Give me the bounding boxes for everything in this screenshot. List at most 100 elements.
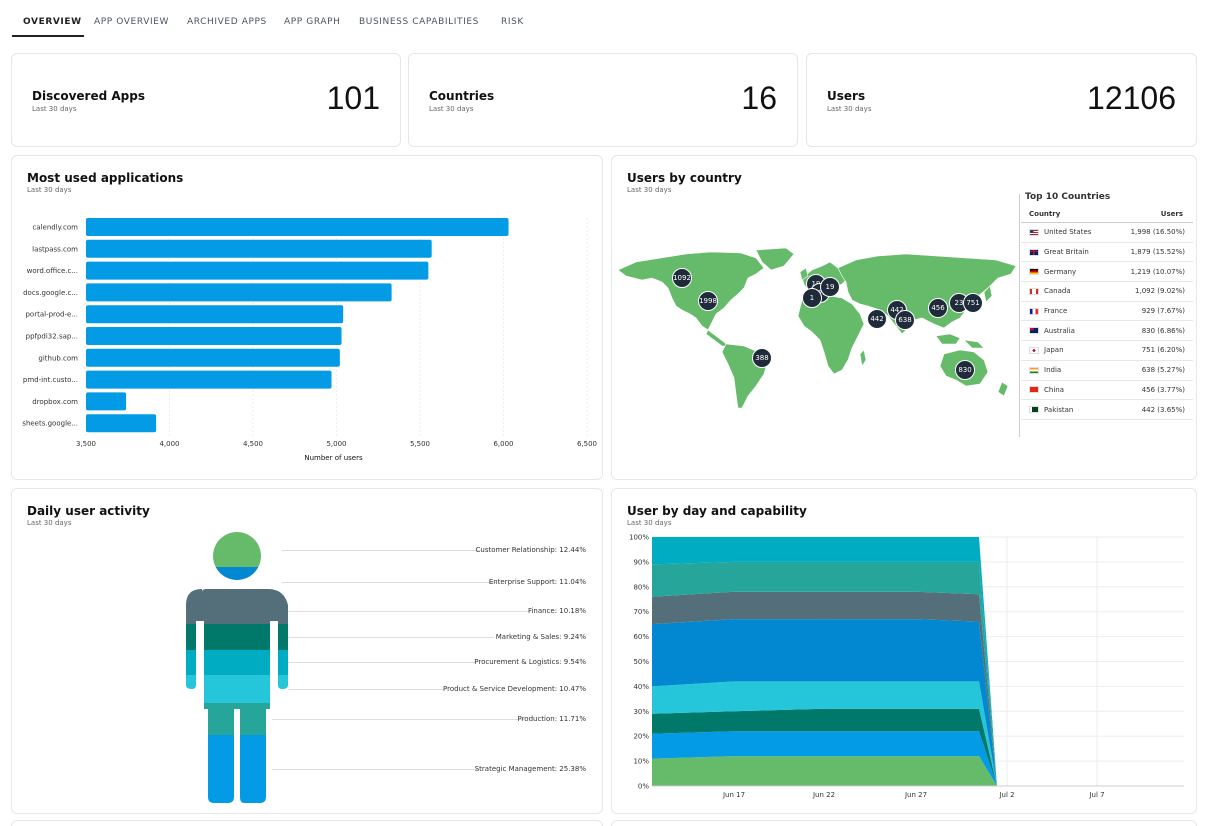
most-used-apps-card: Most used applications Last 30 days 3,50… [11,155,603,480]
y-tick-label: calendly.com [32,224,78,232]
y-tick-label: github.com [38,354,78,362]
kpi-card-users: Users Last 30 days 12106 [806,53,1197,147]
area-series[interactable] [652,537,1184,786]
bar[interactable] [86,414,157,433]
country-name: China [1044,385,1064,394]
map-marker[interactable]: 1 [802,288,822,308]
x-tick-label: 5,500 [410,440,430,448]
table-row: China 456 (3.77%) [1021,381,1193,401]
map-marker[interactable]: 388 [752,348,772,368]
x-tick-label: 5,000 [326,440,346,448]
area-chart: 0% 10% 20% 30% 40% 50% 60% 70% 80% 90% 100% Jun 17 J… [629,534,1184,799]
in-flag-icon [1029,366,1039,374]
area-series[interactable] [652,591,1184,786]
country-name: Australia [1044,326,1075,335]
x-tick-label: Jun 22 [812,791,835,799]
map-marker[interactable]: 1092 [672,268,692,288]
bar[interactable] [86,392,127,411]
area-series[interactable] [652,619,1184,786]
card-subtitle: Last 30 days [627,186,672,194]
map-marker[interactable]: 751 [963,293,983,313]
legend-connector [272,769,478,770]
x-axis-label: Number of users [304,454,363,462]
jp-flag-icon [1029,346,1039,354]
bar[interactable] [86,327,342,345]
tab-overview[interactable]: OVERVIEW [23,17,82,27]
kpi-subtitle: Last 30 days [429,105,474,113]
area-series[interactable] [652,708,1184,786]
person-figure [186,532,288,803]
country-name: India [1044,366,1062,375]
map-marker[interactable]: 830 [955,360,975,380]
country-users: 456 (3.77%) [1141,385,1185,394]
y-tick-label: 20% [633,733,649,741]
legend-connector [288,689,444,690]
tab-app-overview[interactable]: APP OVERVIEW [94,17,169,27]
legend-label-finance: Finance: 10.18% [527,607,586,615]
bar[interactable] [86,283,392,302]
legend-connector [272,719,524,720]
legend-label-enterprise-support: Enterprise Support: 11.04% [488,578,586,586]
country-name: Japan [1044,346,1064,355]
tab-business-capabilities[interactable]: BUSINESS CAPABILITIES [359,17,479,27]
country-users: 1,879 (15.52%) [1130,248,1185,257]
kpi-title: Discovered Apps [32,89,145,103]
bar[interactable] [86,239,432,258]
map-marker[interactable]: 442 [867,309,887,329]
legend-connector [282,550,482,551]
map-marker[interactable]: 1998 [698,291,718,311]
map-marker[interactable]: 19 [820,277,840,297]
bar[interactable] [86,370,332,389]
legend-connector [288,637,494,638]
body-segment-procurement [186,650,288,675]
country-name: Pakistan [1044,405,1074,414]
head-segment-customer-relationship [213,532,261,567]
x-tick-label: Jun 27 [904,791,927,799]
area-series[interactable] [652,731,1184,786]
kpi-title: Users [827,89,866,103]
table-row: Australia 830 (6.86%) [1021,321,1193,342]
active-tab-indicator [12,35,84,37]
card-subtitle: Last 30 days [627,519,672,527]
legend-label-customer-relationship: Customer Relationship: 12.44% [475,546,586,554]
bar[interactable] [86,218,509,236]
cn-flag-icon [1029,386,1039,394]
y-tick-label: ppfpdi32.sap... [26,333,78,341]
x-tick-label: 6,000 [493,440,513,448]
y-tick-label: 100% [629,534,649,542]
y-tick-label: 80% [633,583,649,591]
area-series[interactable] [652,561,1184,786]
table-row: Pakistan 442 (3.65%) [1021,400,1193,420]
table-row: United States 1,998 (16.50%) [1021,223,1193,243]
y-tick-label: 70% [633,608,649,616]
country-name: Canada [1044,287,1071,296]
legend-label-strategic-management: Strategic Management: 25.38% [474,765,586,773]
tab-risk[interactable]: RISK [501,17,524,27]
legend-label-product-development: Product & Service Development: 10.47% [443,685,586,693]
legend-label-marketing-sales: Marketing & Sales: 9.24% [495,633,586,641]
au-flag-icon [1029,327,1039,335]
kpi-subtitle: Last 30 days [32,105,77,113]
body-segment-product-development [186,675,288,703]
map-marker[interactable]: 456 [928,298,948,318]
bar[interactable] [86,348,340,367]
tab-archived-apps[interactable]: ARCHIVED APPS [187,17,267,27]
map-marker[interactable]: 638 [895,310,915,330]
country-users: 929 (7.67%) [1141,307,1185,316]
y-tick-label: docs.google.c... [23,289,78,297]
kpi-value: 101 [326,80,380,116]
bar[interactable] [86,305,344,324]
y-tick-label: portal-prod-e... [25,311,78,319]
bar[interactable] [86,261,429,280]
body-segment-marketing-sales [186,624,288,650]
x-tick-label: Jun 17 [722,791,745,799]
column-header-users: Users [1160,210,1183,218]
x-tick-label: Jul 2 [998,791,1014,799]
legend-connector [288,611,530,612]
tab-app-graph[interactable]: APP GRAPH [284,17,341,27]
area-series[interactable] [652,756,1184,786]
us-flag-icon [1029,228,1039,236]
y-tick-label: pmd-int.custo... [23,376,78,384]
area-series[interactable] [652,681,1184,786]
country-users: 1,998 (16.50%) [1130,228,1185,237]
